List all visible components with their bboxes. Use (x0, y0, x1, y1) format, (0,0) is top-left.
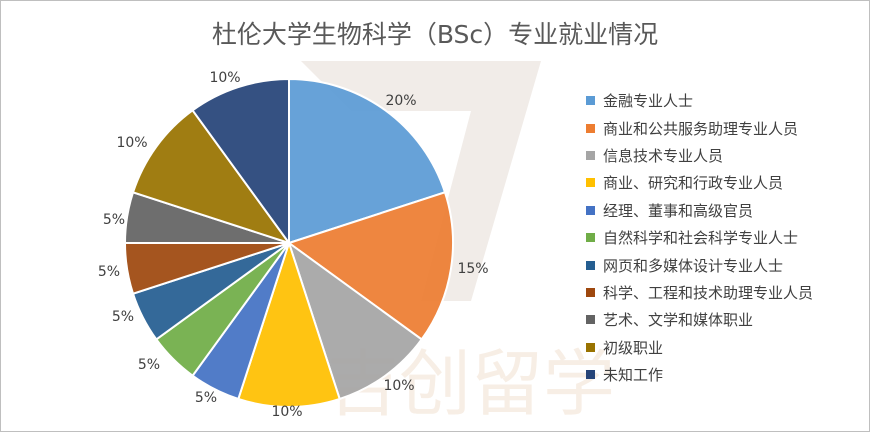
legend-swatch (586, 287, 595, 297)
data-label: 10% (209, 70, 240, 86)
legend-item: 网页和多媒体设计专业人士 (586, 251, 813, 278)
legend-label: 金融专业人士 (603, 92, 694, 111)
legend-label: 经理、董事和高级官员 (603, 201, 754, 220)
legend-label: 网页和多媒体设计专业人士 (603, 256, 784, 275)
legend-swatch (586, 205, 595, 215)
legend-label: 信息技术专业人员 (603, 146, 724, 165)
legend-item: 自然科学和社会科学专业人士 (586, 224, 813, 251)
legend-item: 信息技术专业人员 (586, 142, 813, 169)
legend-swatch (586, 123, 595, 133)
data-label: 20% (385, 93, 416, 109)
legend-swatch (586, 150, 595, 160)
legend-swatch (586, 96, 595, 106)
data-labels: 20% 15% 10% 10% 5% 5% 5% 5% 5% 10% 10% (98, 70, 489, 420)
legend-label: 未知工作 (603, 366, 664, 385)
data-label: 5% (112, 309, 134, 325)
data-label: 5% (103, 212, 125, 228)
legend-swatch (586, 370, 595, 380)
pie-slice (287, 240, 424, 401)
legend-item: 商业、研究和行政专业人员 (586, 169, 813, 196)
legend-label: 商业和公共服务助理专业人员 (603, 119, 799, 138)
legend-swatch (586, 342, 595, 352)
legend-label: 自然科学和社会科学专业人士 (603, 229, 799, 248)
legend-label: 商业、研究和行政专业人员 (603, 174, 784, 193)
pie-slice (286, 191, 454, 341)
legend-item: 商业和公共服务助理专业人员 (586, 114, 813, 141)
legend-swatch (586, 315, 595, 325)
watermark-mark (301, 61, 541, 301)
data-label: 5% (138, 357, 160, 373)
legend-item: 初级职业 (586, 334, 813, 361)
legend-swatch (586, 260, 595, 270)
legend-item: 未知工作 (586, 361, 813, 388)
legend-swatch (586, 233, 595, 243)
legend-label: 科学、工程和技术助理专业人员 (603, 283, 814, 302)
pie-slice (288, 77, 447, 245)
legend: 金融专业人士商业和公共服务助理专业人员 信息技术专业人员商业、研究和行政专业人员经… (586, 87, 813, 388)
data-label: 10% (271, 404, 302, 420)
pie-slice (191, 77, 290, 247)
legend-item: 金融专业人士 (586, 87, 813, 114)
data-label: 10% (383, 378, 414, 394)
legend-swatch (586, 178, 595, 188)
data-label: 10% (116, 135, 147, 151)
chart-title: 杜伦大学生物科学（BSc）专业就业情况 (211, 20, 659, 49)
legend-label: 初级职业 (603, 338, 664, 357)
pie-slice (131, 108, 292, 245)
legend-item: 科学、工程和技术助理专业人员 (586, 279, 813, 306)
pie-slice (237, 239, 341, 408)
pie-slices (123, 77, 454, 408)
data-label: 5% (98, 264, 120, 280)
legend-item: 艺术、文学和媒体职业 (586, 306, 813, 333)
legend-label: 艺术、文学和媒体职业 (603, 311, 754, 330)
data-label: 15% (457, 261, 488, 277)
legend-item: 经理、董事和高级官员 (586, 197, 813, 224)
data-label: 5% (195, 390, 217, 406)
